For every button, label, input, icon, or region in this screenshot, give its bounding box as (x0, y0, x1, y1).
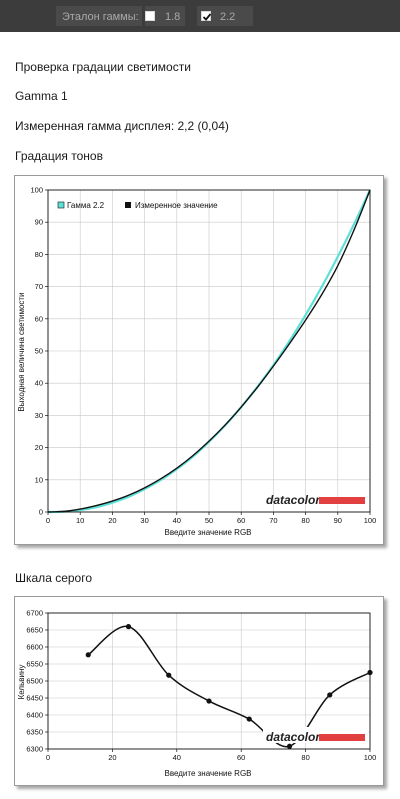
y-tick-label: 6650 (26, 626, 43, 635)
data-point (166, 672, 172, 678)
y-tick-label: 6350 (26, 728, 43, 737)
y-tick-label: 40 (35, 379, 43, 388)
tone-series (47, 189, 371, 514)
profile-name: Gamma 1 (15, 89, 68, 103)
logo-bar (319, 497, 365, 504)
x-tick-label: 80 (301, 516, 309, 525)
legend-swatch-measured (125, 202, 131, 208)
x-tick-label: 20 (108, 516, 116, 525)
logo-text: datacolor (266, 493, 321, 507)
x-tick-label: 60 (237, 516, 245, 525)
y-tick-label: 6450 (26, 694, 43, 703)
x-tick-label: 40 (173, 753, 181, 762)
x-tick-label: 100 (364, 516, 377, 525)
gray-x-axis-label: Введите значение RGB (164, 769, 251, 778)
x-tick-label: 100 (364, 753, 377, 762)
x-tick-label: 0 (46, 516, 50, 525)
y-tick-label: 6600 (26, 643, 43, 652)
x-tick-label: 30 (140, 516, 148, 525)
y-tick-label: 6500 (26, 677, 43, 686)
y-tick-label: 100 (30, 186, 43, 195)
toolbar-segment (145, 6, 185, 26)
tone-legend: Гамма 2.2 Измеренное значение (57, 201, 218, 210)
x-tick-label: 60 (237, 753, 245, 762)
series-line-1 (87, 625, 371, 748)
data-point (206, 698, 212, 704)
measured-gamma: Измеренная гамма дисплея: 2,2 (0,04) (15, 119, 229, 133)
tone-chart: 0 10 20 30 40 50 60 70 80 90 100 0 10 20 30 40 50 60 70 80 9… (17, 186, 376, 538)
y-tick-label: 90 (35, 218, 43, 227)
tone-ticks: 0 10 20 30 40 50 60 70 80 90 100 0 10 20 30 40 50 60 70 80 9… (30, 186, 376, 526)
check-icon (202, 13, 212, 21)
legend-label-measured: Измеренное значение (135, 201, 218, 210)
x-tick-label: 10 (76, 516, 84, 525)
tone-chart-frame: 0 10 20 30 40 50 60 70 80 90 100 0 10 20 30 40 50 60 70 80 9… (14, 175, 384, 545)
y-tick-label: 50 (35, 347, 43, 356)
data-point (125, 624, 132, 630)
gamma-22-checkbox[interactable] (201, 11, 212, 21)
toolbar-segment (197, 6, 253, 26)
x-tick-label: 90 (334, 516, 342, 525)
tone-grid (47, 189, 371, 513)
x-tick-label: 80 (301, 753, 309, 762)
y-tick-label: 20 (35, 443, 43, 452)
logo-text: datacolor (266, 730, 321, 744)
data-point (286, 743, 293, 749)
section-title: Проверка градации светимости (15, 60, 191, 74)
tone-y-axis-label: Выходная величина светимости (17, 292, 26, 411)
x-tick-label: 40 (173, 516, 181, 525)
y-tick-label: 6300 (26, 745, 43, 754)
y-tick-label: 30 (35, 411, 43, 420)
y-tick-label: 10 (35, 475, 43, 484)
y-tick-label: 6400 (26, 711, 43, 720)
y-tick-label: 70 (35, 282, 43, 291)
logo-bar (319, 734, 365, 741)
legend-label-reference: Гамма 2.2 (67, 201, 105, 210)
gray-series (85, 624, 373, 749)
gray-chart-title: Шкала серого (15, 571, 93, 585)
y-tick-label: 6700 (26, 609, 43, 618)
datacolor-logo: datacolor (263, 727, 368, 744)
data-point (246, 716, 252, 722)
datacolor-logo: datacolor (266, 493, 365, 507)
gamma-reference-label: Эталон гаммы: (62, 11, 139, 23)
gray-chart-frame: 0 20 40 60 80 100 6300 6350 6400 6450 6500 6550 6600… (14, 596, 384, 786)
y-tick-label: 80 (35, 250, 43, 259)
gamma-22-label[interactable]: 2.2 (220, 11, 236, 23)
legend-swatch-reference (57, 201, 65, 209)
series-line-2 (47, 189, 371, 513)
x-tick-label: 20 (108, 753, 116, 762)
x-tick-label: 50 (205, 516, 213, 525)
x-tick-label: 0 (46, 753, 50, 762)
gamma-18-checkbox[interactable] (145, 11, 155, 21)
y-tick-label: 6550 (26, 660, 43, 669)
toolbar-segment (56, 6, 142, 26)
gray-chart: 0 20 40 60 80 100 6300 6350 6400 6450 6500 6550 6600… (17, 609, 376, 779)
gamma-toolbar: Эталон гаммы: 1.8 2.2 (0, 0, 400, 32)
gray-y-axis-label: Кельвину (17, 665, 26, 700)
gray-ticks: 0 20 40 60 80 100 6300 6350 6400 6450 6500 6550 6600… (26, 609, 376, 763)
data-point (327, 692, 333, 698)
tone-chart-title: Градация тонов (15, 149, 103, 163)
data-point (85, 652, 91, 658)
x-tick-label: 70 (269, 516, 277, 525)
y-tick-label: 0 (39, 508, 43, 517)
y-tick-label: 60 (35, 314, 43, 323)
tone-x-axis-label: Введите значение RGB (164, 528, 251, 537)
gamma-18-label[interactable]: 1.8 (165, 11, 181, 23)
